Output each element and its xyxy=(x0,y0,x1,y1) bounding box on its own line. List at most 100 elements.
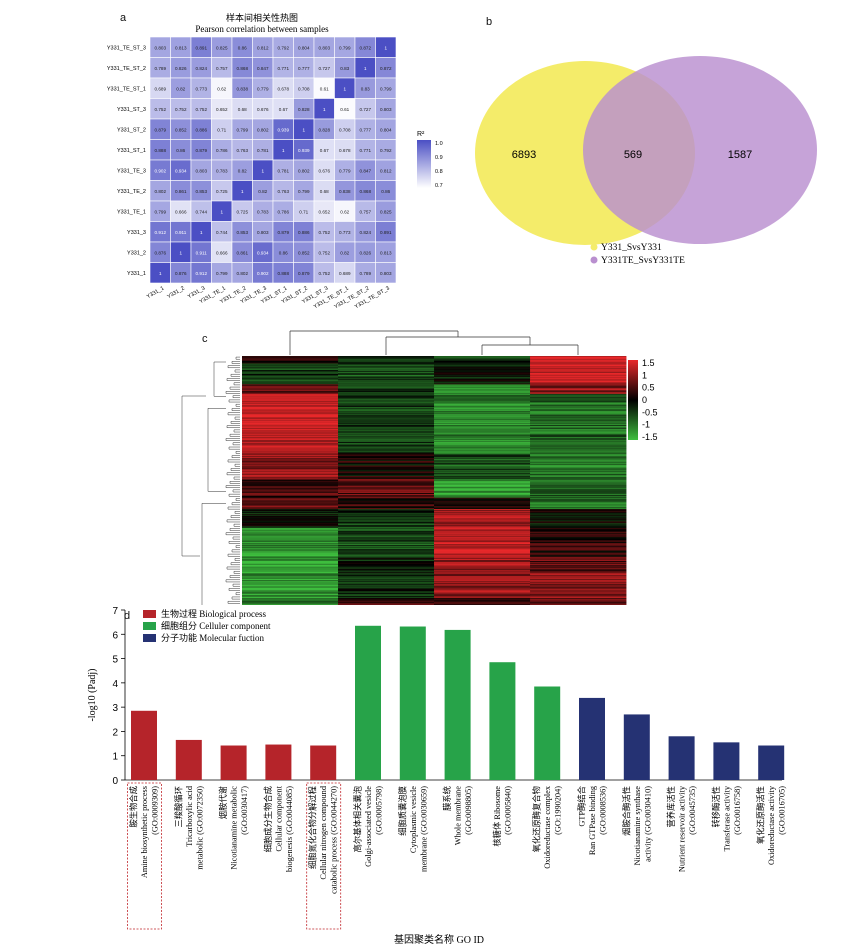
heatmap-row-cell xyxy=(242,433,339,435)
heatmap-row-cell xyxy=(530,377,627,380)
heatmap-row-cell xyxy=(434,475,531,477)
heatmap-row-cell xyxy=(338,513,435,516)
heatmap-row-cell xyxy=(338,359,435,362)
heatmap-row-cell xyxy=(434,477,531,480)
cell-value: 0.789 xyxy=(155,66,167,71)
heatmap-row-cell xyxy=(530,386,627,388)
heatmap-row-cell xyxy=(530,560,627,562)
heatmap-row-cell xyxy=(242,521,339,523)
row-label: Y331_3 xyxy=(127,230,146,236)
heatmap-row-cell xyxy=(434,439,531,441)
heatmap-row-cell xyxy=(242,372,339,374)
heatmap-row-cell xyxy=(434,437,531,439)
cell-value: 0.911 xyxy=(196,250,208,255)
heatmap-row-cell xyxy=(338,417,435,419)
heatmap-row-cell xyxy=(434,602,531,604)
heatmap-row-cell xyxy=(338,356,435,358)
heatmap-row-cell xyxy=(338,442,435,445)
venn-count-intersection: 569 xyxy=(624,149,642,161)
heatmap-row-cell xyxy=(242,366,339,368)
heatmap-row-cell xyxy=(434,413,531,415)
heatmap-row-cell xyxy=(338,528,435,531)
cell-value: 0.757 xyxy=(360,209,372,214)
cell-value: 0.891 xyxy=(380,230,392,235)
heatmap-row-cell xyxy=(242,573,339,575)
bar-category-label: Ran GTPase binding xyxy=(588,786,597,855)
bar xyxy=(668,736,695,780)
heatmap-row-cell xyxy=(242,500,339,502)
heatmap-row-cell xyxy=(434,374,531,377)
heatmap-row-cell xyxy=(242,545,339,548)
heatmap-row-cell xyxy=(434,552,531,554)
heatmap-row-cell xyxy=(530,432,627,434)
heatmap-row-cell xyxy=(434,443,531,446)
heatmap-row-cell xyxy=(242,388,339,390)
heatmap-row-cell xyxy=(530,574,627,576)
heatmap-row-cell xyxy=(338,439,435,441)
heatmap-row-cell xyxy=(242,534,339,536)
heatmap-row-cell xyxy=(242,434,339,436)
heatmap-row-cell xyxy=(338,473,435,475)
heatmap-row-cell xyxy=(530,500,627,502)
heatmap-row-cell xyxy=(242,541,339,543)
cell-value: 0.773 xyxy=(339,230,351,235)
heatmap-row-cell xyxy=(242,449,339,451)
bar xyxy=(489,662,516,780)
heatmap-row-cell xyxy=(338,446,435,449)
heatmap-row-cell xyxy=(530,357,627,360)
row-dendrogram xyxy=(181,356,240,605)
heatmap-row-cell xyxy=(338,571,435,573)
colorbar xyxy=(628,360,638,440)
cell-value: 0.86 xyxy=(238,45,247,50)
heatmap-row-cell xyxy=(434,523,531,525)
heatmap-row-cell xyxy=(434,403,531,405)
heatmap-row-cell xyxy=(242,398,339,400)
heatmap-row-cell xyxy=(338,501,435,503)
heatmap-row-cell xyxy=(530,383,627,385)
heatmap-row-cell xyxy=(530,490,627,492)
heatmap-row-cell xyxy=(530,407,627,410)
go-enrichment-bar-chart: 0 1 2 3 4 5 6 7 -log10 (Padj) 生物过程 Biological pro… xyxy=(87,606,787,946)
heatmap-row-cell xyxy=(530,404,627,406)
cell-value: 0.803 xyxy=(380,271,392,276)
heatmap-row-cell xyxy=(242,587,339,589)
heatmap-row-cell xyxy=(434,577,531,579)
cell-value: 0.82 xyxy=(258,189,267,194)
heatmap-row-cell xyxy=(242,598,339,601)
heatmap-row-cell xyxy=(530,374,627,377)
heatmap-row-cell xyxy=(242,495,339,498)
heatmap-row-cell xyxy=(338,561,435,564)
heatmap-row-cell xyxy=(242,559,339,561)
heatmap-row-cell xyxy=(242,544,339,547)
bar-category-label: (GO:0008536) xyxy=(599,786,608,835)
heatmap-row-cell xyxy=(338,420,435,422)
heatmap-row-cell xyxy=(242,360,339,363)
heatmap-row-cell xyxy=(242,502,339,504)
heatmap-row-cell xyxy=(530,495,627,498)
heatmap-row-cell xyxy=(434,414,531,416)
cell-value: 0.824 xyxy=(196,66,208,71)
heatmap-row-cell xyxy=(434,378,531,381)
heatmap-row-cell xyxy=(338,430,435,432)
heatmap-row-cell xyxy=(530,555,627,557)
heatmap-row-cell xyxy=(434,473,531,475)
heatmap-row-cell xyxy=(434,539,531,541)
heatmap-row-cell xyxy=(530,527,627,530)
heatmap-row-cell xyxy=(530,558,627,560)
heatmap-row-cell xyxy=(530,510,627,513)
heatmap-row-cell xyxy=(242,485,339,487)
heatmap-row-cell xyxy=(434,465,531,467)
heatmap-row-cell xyxy=(242,456,339,458)
heatmap-row-cell xyxy=(242,488,339,490)
heatmap-row-cell xyxy=(530,434,627,436)
heatmap-row-cell xyxy=(338,471,435,473)
heatmap-row-cell xyxy=(338,450,435,452)
heatmap-row-cell xyxy=(530,447,627,449)
heatmap-row-cell xyxy=(242,539,339,541)
heatmap-row-cell xyxy=(434,390,531,393)
heatmap-row-cell xyxy=(530,445,627,448)
heatmap-row-cell xyxy=(242,407,339,410)
heatmap-row-cell xyxy=(242,565,339,568)
heatmap-row-cell xyxy=(242,387,339,389)
heatmap-row-cell xyxy=(242,586,339,588)
